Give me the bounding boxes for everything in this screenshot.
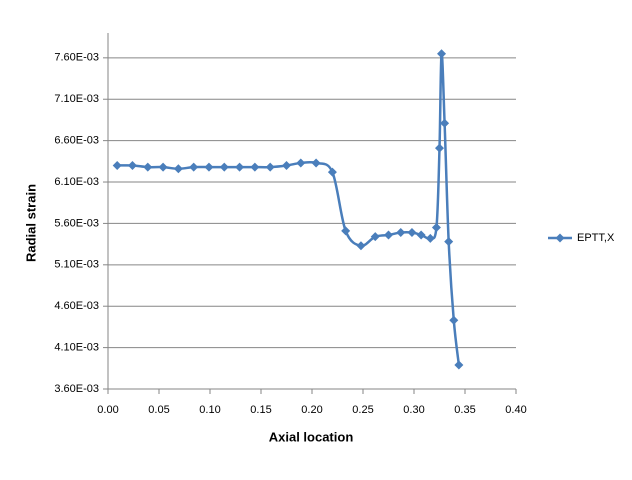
data-point: [173, 164, 183, 174]
data-point: [127, 160, 137, 170]
legend-label: EPTT,X: [577, 232, 615, 244]
data-point: [396, 228, 406, 238]
data-point: [265, 162, 275, 172]
data-point: [341, 226, 351, 236]
data-point: [158, 162, 168, 172]
x-tick-label: 0.00: [97, 404, 118, 416]
x-tick-label: 0.10: [199, 404, 220, 416]
x-tick-label: 0.15: [250, 404, 271, 416]
data-point: [311, 158, 321, 168]
data-point: [189, 162, 199, 172]
data-point: [204, 162, 214, 172]
data-point: [219, 162, 229, 172]
data-point: [327, 167, 337, 177]
data-point: [449, 315, 459, 325]
x-tick-label: 0.20: [301, 404, 322, 416]
data-point: [444, 237, 454, 247]
y-tick-label: 7.60E-03: [54, 52, 99, 64]
series-line: [117, 52, 461, 366]
y-tick-label: 3.60E-03: [54, 383, 99, 395]
y-tick-label: 5.10E-03: [54, 259, 99, 271]
y-tick-label: 4.10E-03: [54, 342, 99, 354]
data-point: [431, 223, 441, 233]
x-tick-label: 0.35: [454, 404, 475, 416]
x-tick-label: 0.05: [148, 404, 169, 416]
data-point: [370, 232, 380, 242]
data-point: [384, 230, 393, 240]
data-point: [143, 162, 153, 172]
x-axis-title: Axial location: [269, 429, 354, 444]
y-tick-label: 4.60E-03: [54, 300, 99, 312]
y-tick-label: 5.60E-03: [54, 217, 99, 229]
data-point: [282, 160, 291, 170]
data-point: [296, 158, 306, 168]
legend-marker: [555, 233, 565, 243]
x-tick-label: 0.30: [403, 404, 424, 416]
data-point: [250, 162, 260, 172]
data-point: [112, 160, 122, 170]
data-point: [356, 241, 366, 251]
y-tick-label: 7.10E-03: [54, 93, 99, 105]
y-tick-label: 6.60E-03: [54, 135, 99, 147]
data-point: [435, 143, 444, 153]
data-point: [437, 49, 447, 59]
data-point: [407, 228, 417, 238]
data-point: [235, 162, 245, 172]
data-point: [416, 230, 426, 240]
x-tick-label: 0.25: [352, 404, 373, 416]
y-axis-title: Radial strain: [23, 184, 38, 262]
data-point: [440, 118, 450, 128]
y-tick-label: 6.10E-03: [54, 176, 99, 188]
data-point: [425, 233, 435, 243]
data-point: [454, 360, 464, 370]
x-tick-label: 0.40: [505, 404, 526, 416]
